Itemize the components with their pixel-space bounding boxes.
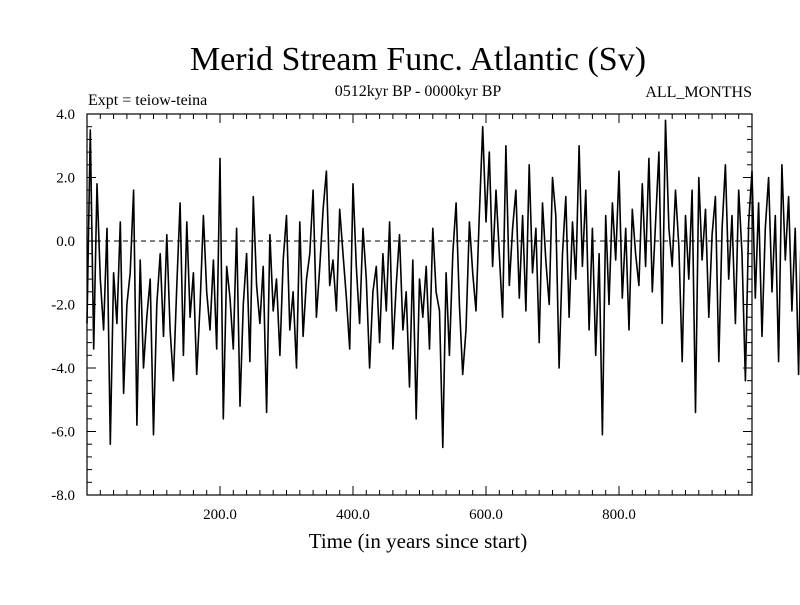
x-axis-label: Time (in years since start) — [309, 529, 528, 553]
x-tick-label: 800.0 — [602, 507, 636, 523]
x-tick-label: 600.0 — [469, 507, 503, 523]
time-range-label: 0512kyr BP - 0000kyr BP — [335, 83, 502, 100]
y-tick-label: -2.0 — [51, 298, 75, 314]
series-line-0 — [86, 119, 800, 449]
x-tick-label: 400.0 — [336, 507, 370, 523]
y-tick-label: -6.0 — [51, 425, 75, 441]
y-tick-label: -4.0 — [51, 361, 75, 377]
y-tick-label: 0.0 — [56, 234, 75, 250]
experiment-label: Expt = teiow-teina — [88, 92, 207, 109]
y-tick-label: 4.0 — [56, 107, 75, 123]
y-tick-label: 2.0 — [56, 171, 75, 187]
months-label: ALL_MONTHS — [645, 84, 752, 101]
chart-title: Merid Stream Func. Atlantic (Sv) — [190, 41, 646, 78]
y-tick-label: -8.0 — [51, 488, 75, 504]
x-tick-label: 200.0 — [203, 507, 237, 523]
